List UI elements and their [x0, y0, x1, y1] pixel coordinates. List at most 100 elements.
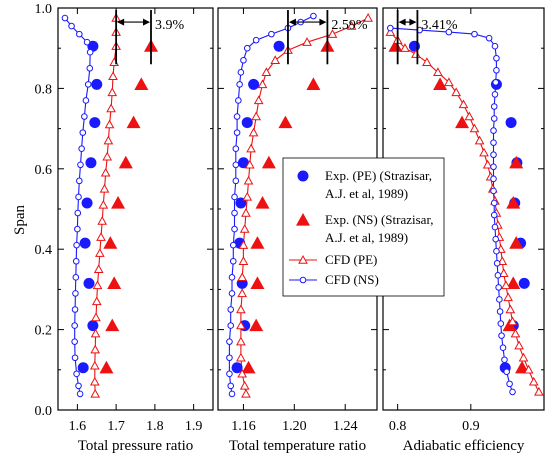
data-point	[228, 290, 236, 297]
data-point	[501, 356, 508, 364]
annotation-label: 2.59%	[331, 18, 368, 33]
data-point	[493, 247, 500, 255]
legend-label: Exp. (NS) (Strazisar,	[325, 212, 434, 227]
data-point	[506, 195, 521, 209]
data-point	[248, 78, 260, 90]
data-point	[250, 236, 265, 249]
data-point	[505, 304, 516, 314]
arrow-head	[398, 18, 406, 26]
data-point	[81, 197, 93, 209]
data-point	[261, 67, 272, 77]
data-point	[251, 111, 262, 121]
data-point	[226, 370, 233, 378]
x-tick-label: 1.16	[231, 419, 256, 434]
data-point	[241, 207, 251, 217]
data-point	[232, 161, 240, 169]
data-point	[103, 135, 114, 145]
data-point	[387, 24, 394, 32]
data-point	[76, 30, 83, 38]
data-point	[270, 55, 281, 64]
data-point	[241, 117, 253, 129]
x-tick-label: 0.9	[462, 419, 480, 434]
data-point	[497, 320, 505, 327]
data-point	[118, 155, 133, 169]
data-point	[231, 209, 238, 217]
data-point	[302, 37, 312, 46]
data-point	[458, 99, 469, 109]
data-point	[104, 119, 115, 129]
data-point	[76, 390, 84, 398]
data-point	[243, 175, 254, 185]
data-point	[237, 157, 249, 169]
data-point	[235, 97, 242, 104]
data-point	[77, 362, 89, 374]
legend-box	[282, 157, 445, 297]
data-point	[98, 199, 109, 209]
data-point	[76, 177, 83, 185]
data-point	[490, 115, 498, 122]
data-point	[327, 29, 338, 38]
data-point	[89, 360, 100, 370]
data-point	[239, 224, 250, 233]
data-point	[99, 360, 114, 374]
data-point	[242, 191, 253, 201]
data-point	[493, 54, 500, 62]
data-point	[74, 209, 82, 217]
data-point	[232, 177, 240, 185]
arrow-head	[319, 18, 327, 26]
x-tick-label: 0.8	[389, 419, 407, 434]
data-point	[90, 328, 101, 338]
data-point	[237, 69, 245, 76]
data-point	[310, 12, 317, 20]
data-point	[493, 67, 500, 74]
legend: Exp. (PE) (Strazisar, A.J. et al, 1989) Ex…	[282, 157, 445, 297]
data-point	[99, 183, 110, 193]
data-point	[236, 320, 246, 330]
data-point	[273, 40, 285, 52]
data-point	[226, 338, 233, 345]
data-point	[111, 195, 126, 209]
data-point	[255, 195, 270, 209]
data-point	[248, 127, 259, 137]
data-point	[408, 40, 420, 52]
data-point	[464, 111, 475, 121]
data-point	[232, 145, 240, 152]
data-point	[93, 264, 104, 273]
data-point	[103, 236, 118, 249]
data-point	[73, 241, 80, 249]
data-point	[83, 277, 95, 289]
data-point	[501, 280, 511, 290]
data-point	[509, 236, 524, 249]
data-point	[444, 77, 454, 87]
data-point	[363, 13, 373, 22]
data-point	[237, 288, 248, 298]
data-point	[72, 257, 80, 265]
data-point	[433, 67, 443, 77]
arrow-head	[143, 18, 150, 26]
data-point	[73, 370, 80, 378]
data-point	[469, 123, 480, 133]
data-point	[233, 113, 241, 120]
data-point	[241, 388, 251, 398]
data-point	[492, 79, 500, 86]
data-point	[496, 296, 503, 303]
data-point	[75, 382, 82, 390]
series-line	[240, 17, 369, 394]
data-point	[507, 316, 518, 326]
data-point	[534, 386, 544, 396]
data-point	[306, 77, 321, 90]
data-point	[503, 368, 510, 376]
data-point	[268, 30, 275, 38]
data-point	[503, 292, 513, 302]
data-point	[231, 225, 238, 233]
data-point	[509, 388, 516, 396]
data-point	[71, 306, 79, 313]
panel-adiabatic-efficiency: 0.8 0.9 Adiabatic efficiency 3.41%	[382, 7, 545, 454]
data-point	[87, 320, 99, 332]
data-point	[490, 163, 497, 171]
data-point	[490, 103, 498, 110]
data-point	[491, 91, 499, 98]
data-point	[102, 151, 113, 161]
data-point	[498, 268, 509, 278]
